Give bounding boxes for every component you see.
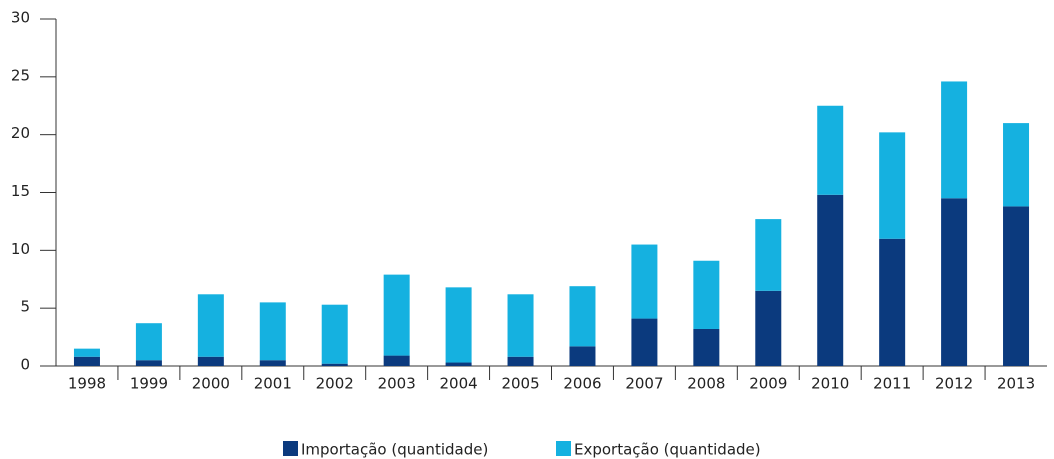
- x-tick-label: 2007: [625, 375, 663, 393]
- x-tick-label: 2010: [811, 375, 849, 393]
- y-tick-label: 0: [20, 356, 30, 374]
- bar-segment: [445, 287, 472, 363]
- bar-segment: [879, 238, 906, 366]
- y-tick-label: 30: [11, 9, 30, 27]
- bar-segment: [693, 328, 720, 366]
- bar-segment: [817, 105, 844, 195]
- bar-segment: [631, 318, 658, 366]
- legend-label: Importação (quantidade): [301, 441, 488, 459]
- x-tick-label: 2011: [873, 375, 911, 393]
- x-tick-label: 2006: [563, 375, 601, 393]
- bar-segment: [259, 360, 286, 366]
- x-tick-label: 2013: [997, 375, 1035, 393]
- legend-swatch: [283, 441, 298, 456]
- y-tick-label: 10: [11, 240, 30, 258]
- bar-segment: [197, 356, 224, 366]
- bar-segment: [569, 346, 596, 366]
- x-tick-label: 2008: [687, 375, 725, 393]
- bar-segment: [135, 323, 162, 361]
- bar-segment: [631, 244, 658, 319]
- bar-segment: [321, 304, 348, 364]
- y-tick-label: 25: [11, 66, 30, 84]
- x-tick-label: 2002: [316, 375, 354, 393]
- x-tick-label: 1999: [130, 375, 168, 393]
- x-tick-label: 2012: [935, 375, 973, 393]
- bar-segment: [1003, 123, 1030, 207]
- bar-segment: [135, 360, 162, 366]
- bar-segment: [755, 219, 782, 291]
- bar-segment: [755, 290, 782, 366]
- bar-segment: [507, 356, 534, 366]
- bar-segment: [383, 274, 410, 356]
- bar-segment: [445, 362, 472, 366]
- x-tick-label: 2009: [749, 375, 787, 393]
- bar-segment: [73, 356, 100, 366]
- legend-swatch: [556, 441, 571, 456]
- bar-segment: [817, 194, 844, 366]
- x-tick-label: 2004: [440, 375, 478, 393]
- bar-segment: [1003, 206, 1030, 366]
- x-tick-label: 2001: [254, 375, 292, 393]
- x-tick-label: 2000: [192, 375, 230, 393]
- y-tick-label: 15: [11, 182, 30, 200]
- bar-segment: [383, 355, 410, 366]
- legend-label: Exportação (quantidade): [574, 441, 761, 459]
- bar-segment: [941, 81, 968, 199]
- bar-segment: [941, 198, 968, 366]
- x-tick-label: 1998: [68, 375, 106, 393]
- bar-segment: [321, 363, 348, 366]
- x-tick-label: 2005: [501, 375, 539, 393]
- x-tick-label: 2003: [378, 375, 416, 393]
- bar-segment: [879, 132, 906, 239]
- bar-segment: [73, 348, 100, 357]
- y-tick-label: 20: [11, 124, 30, 142]
- y-tick-label: 5: [20, 298, 30, 316]
- bar-segment: [197, 294, 224, 357]
- bar-segment: [507, 294, 534, 357]
- bar-segment: [693, 260, 720, 329]
- bar-segment: [259, 302, 286, 361]
- bar-segment: [569, 286, 596, 347]
